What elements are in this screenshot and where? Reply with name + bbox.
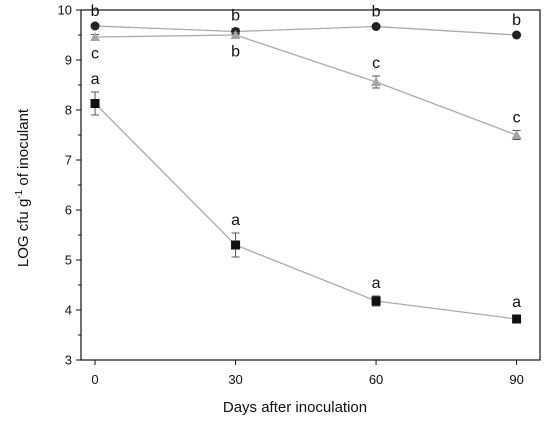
significance-letter: a (91, 71, 100, 88)
significance-letter: c (372, 55, 380, 72)
data-point (90, 99, 100, 108)
y-tick-label: 9 (65, 53, 72, 68)
significance-letter: a (231, 212, 240, 229)
x-axis-title: Days after inoculation (223, 399, 367, 416)
y-tick-label: 7 (65, 153, 72, 168)
x-tick-label: 30 (228, 372, 242, 387)
plot-frame (80, 9, 541, 361)
series-square: a a a a (90, 71, 522, 324)
significance-letter: b (512, 12, 521, 29)
y-tick-label: 3 (65, 353, 72, 368)
significance-letter: b (372, 4, 381, 21)
data-point (90, 21, 100, 31)
significance-letter: a (512, 294, 521, 311)
significance-letter: c (513, 110, 521, 127)
y-tick-label: 5 (65, 253, 72, 268)
x-tick-label: 90 (509, 372, 523, 387)
series-line (95, 25, 517, 36)
significance-letter: b (231, 8, 240, 25)
axes: 3 4 5 6 7 8 9 10 0 30 60 90 (58, 3, 541, 387)
y-axis-title-superscript: -1 (14, 189, 25, 198)
data-point (511, 130, 522, 139)
y-axis-title-prefix: LOG cfu g (15, 199, 32, 267)
data-point (371, 296, 381, 306)
significance-letter: b (231, 44, 240, 61)
series-line (94, 103, 517, 320)
data-point (231, 240, 241, 250)
y-tick-label: 4 (65, 303, 72, 318)
significance-letter: b (91, 3, 100, 20)
x-tick-label: 0 (91, 372, 98, 387)
data-point (230, 30, 241, 39)
significance-letter: a (372, 275, 381, 292)
data-point (371, 77, 382, 86)
y-axis-title-suffix: of inoculant (15, 108, 32, 190)
significance-letter: c (91, 46, 99, 63)
data-point (90, 32, 101, 41)
y-tick-label: 6 (65, 203, 72, 218)
y-axis-title: LOG cfu g-1 of inoculant (14, 108, 32, 267)
data-point (371, 22, 381, 31)
series-line (95, 34, 517, 136)
x-tick-label: 60 (369, 372, 383, 387)
y-tick-label: 8 (65, 103, 72, 118)
data-point (512, 30, 522, 40)
y-tick-label: 10 (58, 3, 72, 18)
data-point (512, 314, 522, 324)
series-triangle: c b c c (90, 30, 522, 140)
